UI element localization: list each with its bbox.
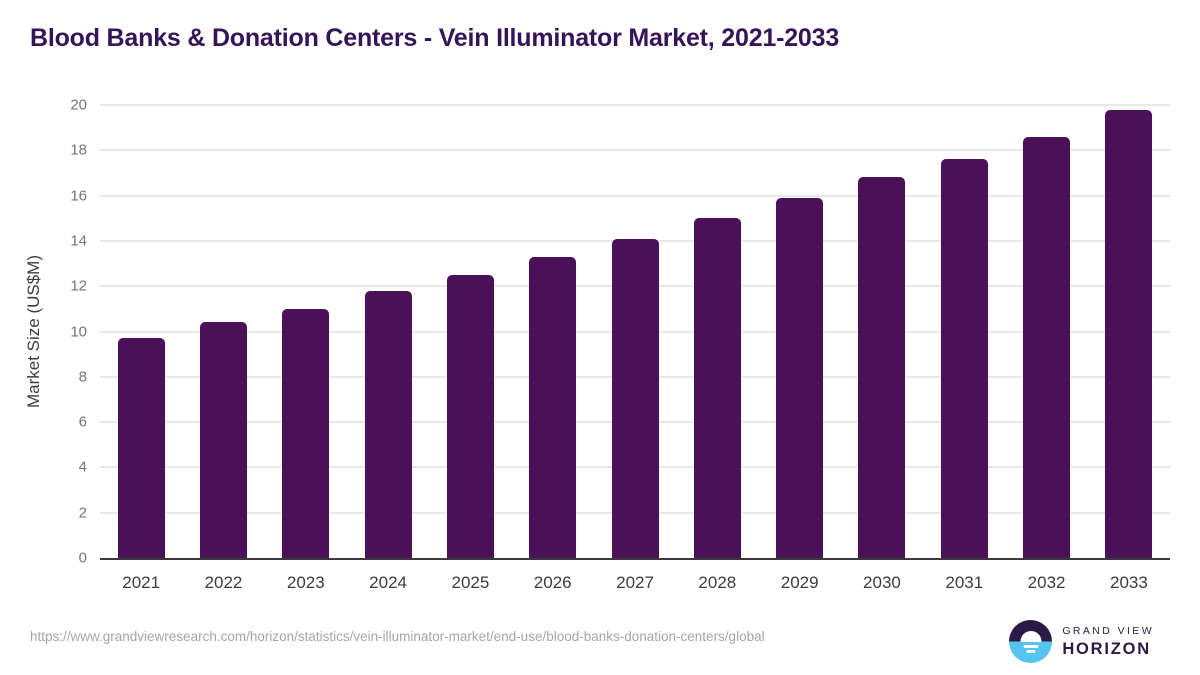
logo-text-grand-view: GRAND VIEW (1062, 624, 1154, 637)
y-axis-tick-label: 20 (70, 96, 87, 114)
bar-2027 (611, 238, 659, 558)
x-axis-tick-label: 2027 (616, 573, 654, 592)
x-axis-tick-label: 2025 (451, 573, 490, 592)
bar-slot (512, 105, 594, 558)
bar-slot (759, 105, 841, 558)
bar-slot (100, 105, 182, 558)
y-axis-tick-label: 16 (70, 187, 87, 205)
bar-2021 (117, 338, 165, 558)
bar-2028 (693, 218, 741, 558)
y-axis-tick-label: 6 (78, 413, 87, 431)
y-axis-tick-label: 0 (78, 549, 87, 567)
bar-2031 (940, 159, 988, 558)
bar-slot (182, 105, 264, 558)
bar-2025 (446, 274, 494, 558)
y-axis-tick-label: 8 (78, 368, 87, 386)
bar-2022 (199, 322, 247, 558)
y-axis-title: Market Size (US$M) (22, 105, 46, 558)
bars-layer (100, 105, 1170, 558)
bar-slot (1088, 105, 1170, 558)
logo-ray-line (1023, 644, 1039, 648)
bar-2024 (364, 290, 412, 558)
bar-2029 (776, 197, 824, 558)
bar-slot (676, 105, 758, 558)
bar-slot (1005, 105, 1087, 558)
bar-2030 (858, 177, 906, 558)
bar-slot (265, 105, 347, 558)
y-axis-tick-label: 14 (70, 232, 87, 250)
logo-sun-shape (1020, 631, 1042, 642)
bar-2023 (282, 308, 330, 558)
logo-text: GRAND VIEW HORIZON (1062, 625, 1154, 659)
x-axis-tick-label: 2033 (1109, 573, 1148, 592)
bar-2033 (1105, 109, 1153, 558)
bar-slot (594, 105, 676, 558)
x-axis-tick-label: 2032 (1027, 573, 1066, 592)
x-axis-tick-label: 2023 (286, 573, 325, 592)
x-axis-tick-label: 2024 (369, 573, 407, 592)
bar-2032 (1023, 136, 1071, 558)
x-axis-tick-label: 2029 (780, 573, 819, 592)
x-axis-tick-label: 2028 (698, 573, 737, 592)
y-axis-tick-label: 10 (70, 323, 87, 340)
logo-ray-line (1026, 650, 1036, 653)
x-axis-tick-label: 2026 (533, 573, 572, 592)
chart-title: Blood Banks & Donation Centers - Vein Il… (30, 24, 840, 52)
x-axis-tick-label: 2022 (204, 573, 243, 592)
plot-area: 0 2 4 6 8 10 12 14 16 18 20 2021 2022 2023 2024 2025 20… (70, 98, 1170, 592)
x-axis-tick-label: 2030 (863, 573, 901, 592)
brand-logo: GRAND VIEW HORIZON (1009, 620, 1154, 663)
horizon-sun-logo-icon (1009, 620, 1053, 663)
x-axis-tick-label: 2021 (122, 573, 161, 592)
bar-slot (923, 105, 1005, 558)
y-axis-tick-labels: 0 2 4 6 8 10 12 14 16 18 20 (70, 98, 1170, 566)
x-axis-tick-label: 2031 (945, 573, 984, 592)
bar-2026 (529, 256, 577, 558)
y-axis-tick-label: 12 (70, 277, 87, 295)
bar-slot (841, 105, 923, 558)
logo-text-horizon: HORIZON (1062, 639, 1152, 658)
gridline (100, 104, 1170, 106)
y-axis-tick-label: 2 (78, 504, 87, 522)
gridline (100, 194, 1170, 197)
y-axis-tick-label: 18 (70, 141, 87, 159)
source-url: https://www.grandviewresearch.com/horizo… (30, 629, 765, 644)
gridline (100, 149, 1170, 152)
bar-slot (347, 105, 429, 558)
bar-slot (429, 105, 511, 558)
y-axis-title-text: Market Size (US$M) (24, 254, 43, 409)
y-axis-tick-label: 4 (78, 458, 87, 476)
x-axis-tick-labels: 2021 2022 2023 2024 2025 2026 2027 2028 2029 2030… (100, 558, 1170, 593)
